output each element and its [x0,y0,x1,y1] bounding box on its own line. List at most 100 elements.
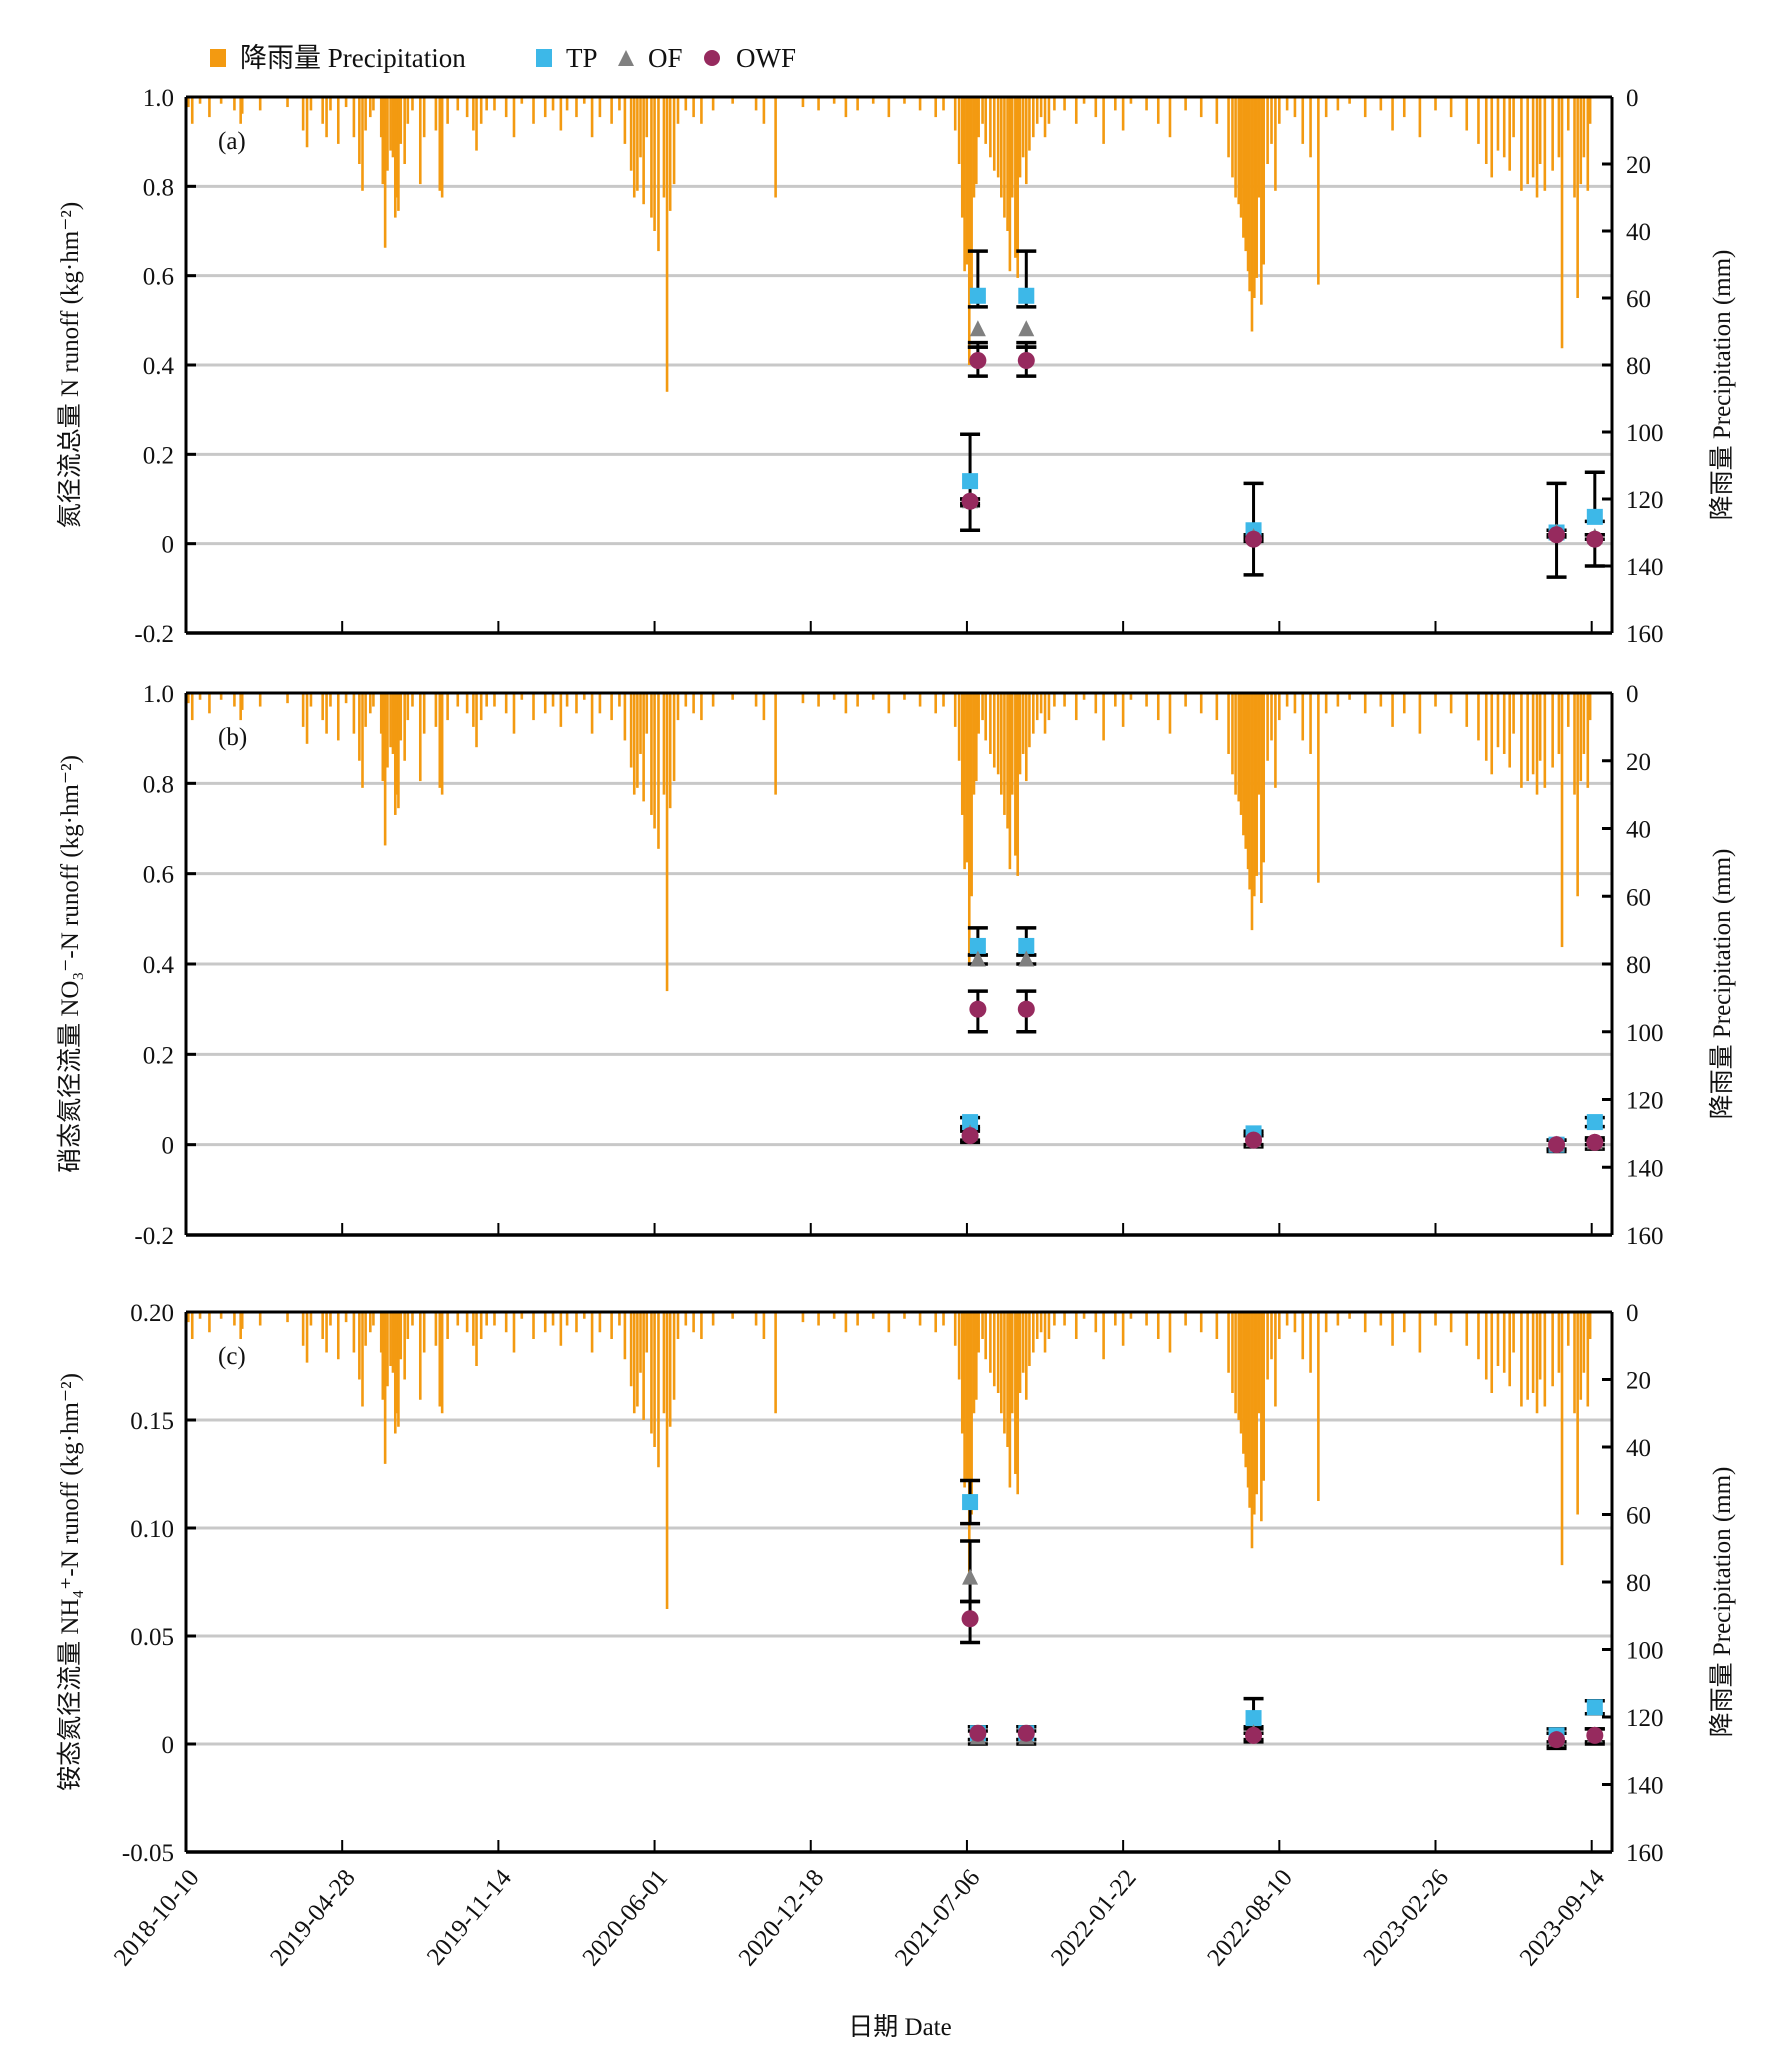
precipitation-bar [1496,97,1500,151]
precipitation-bar [692,97,695,118]
precipitation-bar [1560,97,1564,349]
precip-tick-label: 0 [1626,681,1639,708]
tp-marker [962,473,979,490]
precipitation-bar [672,1312,676,1400]
precipitation-bar [1184,1312,1187,1326]
precipitation-bar [456,693,460,707]
precipitation-bar [1538,1312,1542,1380]
precipitation-bar [965,1312,969,1481]
precipitation-bar [965,97,969,265]
precipitation-bar [1418,97,1422,138]
of-marker [969,320,986,337]
precipitation-bar [305,97,309,148]
precipitation-bar [953,97,957,131]
precipitation-bar [187,693,190,704]
precipitation-bar [598,1312,602,1333]
precipitation-bar [1032,1312,1035,1353]
precipitation-bar [479,1312,483,1339]
precipitation-bar [565,693,569,707]
precipitation-bar [532,97,535,124]
precipitation-bar [532,693,535,721]
panel-label: (c) [218,1343,246,1370]
precipitation-bar [1531,693,1535,775]
precipitation-bar [1094,1312,1098,1333]
precipitation-bar [1278,1312,1281,1339]
precipitation-bar [1035,1312,1039,1339]
precipitation-bar [662,693,666,795]
precipitation-bar [981,1312,984,1339]
precipitation-bar [393,1312,397,1434]
panel-a: -0.2 0 0.2 0.4 0.6 0.8 1.0 0 20 40 60 80 100 120 140 16… [56,85,1736,648]
precipitation-bar [1028,97,1031,151]
y-tick-label: -0.05 [122,1840,174,1867]
precipitation-bar [364,97,367,131]
precipitation-bar [485,693,488,707]
precipitation-bar [1418,1312,1422,1353]
y-tick-label: 0.2 [143,442,174,469]
precipitation-bar [754,97,758,111]
precipitation-bar [399,1312,403,1360]
precipitation-bar [512,693,516,734]
precipitation-bar [1336,1312,1340,1326]
precipitation-bar [1184,693,1187,707]
precipitation-bar [383,1312,387,1464]
precipitation-bar [967,97,971,365]
owf-marker [969,352,987,370]
precipitation-bar [1000,1312,1003,1414]
precipitation-bar [240,693,244,710]
precipitation-bar [1024,1312,1028,1400]
precipitation-bar [590,693,594,734]
y-tick-label: 0.4 [143,952,175,979]
precipitation-bar [379,97,383,138]
precipitation-bar [1586,97,1590,191]
legend-circle-icon [704,50,720,66]
precipitation-bar [309,97,313,111]
precipitation-bar [657,693,660,849]
precipitation-bar [1094,97,1098,118]
precipitation-bar [1239,97,1243,218]
legend-item-of: OF [618,43,683,73]
precipitation-bar [219,1312,223,1319]
precipitation-bar [1260,693,1263,904]
precipitation-bar [1082,97,1086,104]
precipitation-bar [1588,1312,1592,1339]
precipitation-bar [672,693,676,782]
precipitation-bar [623,693,627,741]
precipitation-bar [1024,693,1028,782]
precip-tick-label: 20 [1626,749,1651,776]
precipitation-bar [305,1312,309,1363]
precipitation-bar [1032,97,1035,138]
precipitation-bar [1465,1312,1469,1346]
precipitation-bar [1576,1312,1579,1515]
owf-marker [1548,1136,1566,1154]
precipitation-bar [395,1312,399,1414]
owf-marker [961,1127,979,1145]
precipitation-bar [984,97,987,144]
precipitation-bar [352,693,356,734]
precipitation-bar [372,693,375,707]
y-tick-label: 0.6 [143,264,174,291]
precipitation-bar [856,97,859,111]
x-tick-label: 2021-07-06 [890,1865,986,1972]
precipitation-bar [1538,97,1542,164]
precipitation-bar [942,1312,945,1326]
precipitation-bar [650,97,653,218]
precipitation-bar [440,693,444,795]
precipitation-bar [1255,693,1258,876]
precipitation-bar [325,97,328,138]
precipitation-bar [618,1312,621,1326]
precipitation-bar [817,1312,820,1326]
precipitation-bar [1535,693,1539,795]
precipitation-bar [1244,693,1248,849]
precipitation-bar [774,693,777,795]
precipitation-bar [190,1312,194,1339]
precipitation-bar [1278,97,1281,124]
precipitation-bar [1520,693,1523,788]
precipitation-bar [676,97,680,124]
precipitation-bar [731,97,734,104]
precipitation-bar [358,97,361,164]
precipitation-bar [972,1312,976,1414]
precipitation-bar [960,97,964,218]
precipitation-bar [1579,1312,1583,1400]
precipitation-bar [672,97,676,185]
